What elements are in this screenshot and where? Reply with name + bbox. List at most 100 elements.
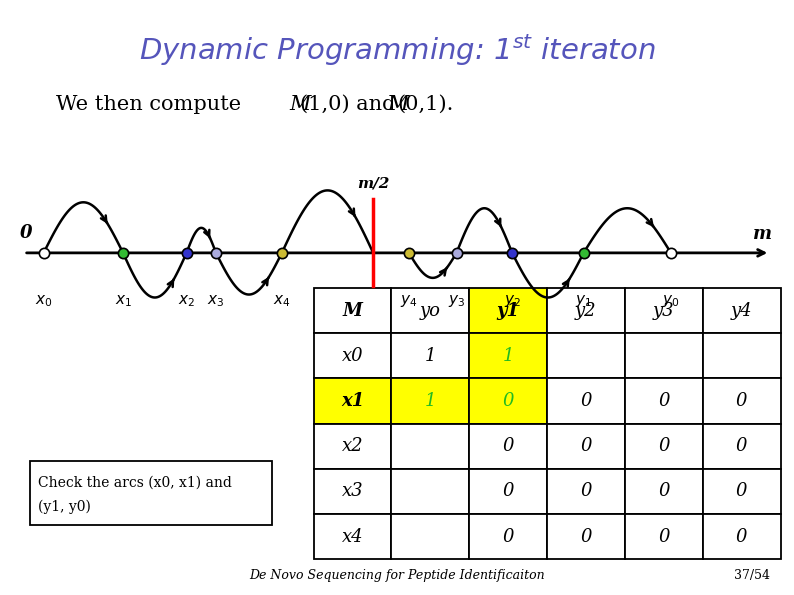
Bar (30, 461, 272, 525)
Point (506, 248, 518, 258)
Text: 0: 0 (658, 483, 669, 500)
Bar (625, 514, 703, 559)
Bar (469, 514, 547, 559)
Bar (314, 288, 391, 333)
Text: 0: 0 (736, 483, 747, 500)
Text: $x_1$: $x_1$ (114, 293, 132, 309)
Text: y3: y3 (653, 302, 675, 320)
Bar (547, 333, 625, 378)
Text: 0: 0 (503, 528, 514, 546)
Text: 0: 0 (658, 528, 669, 546)
Point (37, 248, 50, 258)
Text: 0: 0 (658, 437, 669, 455)
Bar (469, 469, 547, 514)
Text: We then compute: We then compute (56, 95, 247, 114)
Text: 0: 0 (736, 392, 747, 410)
Text: De Novo Sequencing for Peptide Identificaiton: De Novo Sequencing for Peptide Identific… (249, 569, 545, 582)
Text: Check the arcs (x0, x1) and: Check the arcs (x0, x1) and (38, 476, 232, 490)
Text: 0: 0 (580, 528, 592, 546)
Text: Dynamic Programming: 1$^{\mathregular{st}}$ iteraton: Dynamic Programming: 1$^{\mathregular{st… (139, 33, 655, 68)
Text: M: M (290, 95, 311, 114)
Text: (1,0) and: (1,0) and (300, 95, 402, 114)
Bar (703, 378, 781, 424)
Text: 1: 1 (503, 347, 514, 365)
Point (180, 248, 193, 258)
Bar (391, 288, 469, 333)
Bar (703, 288, 781, 333)
Point (450, 248, 463, 258)
Bar (391, 514, 469, 559)
Bar (703, 469, 781, 514)
Bar (314, 469, 391, 514)
Bar (391, 469, 469, 514)
Bar (625, 288, 703, 333)
Bar (469, 333, 547, 378)
Text: 0: 0 (580, 483, 592, 500)
Text: $y_3$: $y_3$ (448, 293, 465, 309)
Text: (0,1).: (0,1). (398, 95, 454, 114)
Text: $y_4$: $y_4$ (400, 293, 418, 309)
Text: 0: 0 (736, 528, 747, 546)
Bar (391, 333, 469, 378)
Bar (625, 424, 703, 469)
Text: (y1, y0): (y1, y0) (38, 500, 91, 514)
Bar (314, 514, 391, 559)
Text: m: m (753, 226, 772, 243)
Bar (625, 333, 703, 378)
Text: $x_3$: $x_3$ (207, 293, 225, 309)
Text: x0: x0 (341, 347, 364, 365)
Text: 1: 1 (425, 347, 436, 365)
Text: $x_4$: $x_4$ (273, 293, 291, 309)
Text: yo: yo (420, 302, 441, 320)
Bar (391, 424, 469, 469)
Bar (625, 378, 703, 424)
Text: $x_0$: $x_0$ (35, 293, 52, 309)
Point (117, 248, 129, 258)
Bar (314, 378, 391, 424)
Text: 0: 0 (503, 483, 514, 500)
Bar (703, 333, 781, 378)
Text: 0: 0 (503, 392, 514, 410)
Bar (547, 514, 625, 559)
Bar (469, 378, 547, 424)
Bar (547, 378, 625, 424)
Bar (625, 469, 703, 514)
Point (577, 248, 590, 258)
Text: $y_0$: $y_0$ (662, 293, 680, 309)
Text: 37/54: 37/54 (734, 569, 770, 582)
Bar (469, 288, 547, 333)
Bar (314, 424, 391, 469)
Point (276, 248, 288, 258)
Text: x2: x2 (341, 437, 364, 455)
Text: M: M (387, 95, 409, 114)
Text: x1: x1 (341, 392, 364, 410)
Text: 0: 0 (580, 437, 592, 455)
Bar (391, 378, 469, 424)
Bar (703, 514, 781, 559)
Text: 1: 1 (425, 392, 436, 410)
Bar (469, 424, 547, 469)
Text: $x_2$: $x_2$ (178, 293, 195, 309)
Text: M: M (342, 302, 363, 320)
Text: x3: x3 (341, 483, 364, 500)
Bar (547, 469, 625, 514)
Point (210, 248, 222, 258)
Text: y4: y4 (730, 302, 753, 320)
Text: y2: y2 (575, 302, 597, 320)
Bar (314, 333, 391, 378)
Bar (547, 424, 625, 469)
Text: m/2: m/2 (357, 176, 389, 190)
Bar (703, 424, 781, 469)
Text: $y_1$: $y_1$ (575, 293, 592, 309)
Text: $y_2$: $y_2$ (503, 293, 521, 309)
Text: 0: 0 (20, 224, 33, 242)
Text: 0: 0 (580, 392, 592, 410)
Point (403, 248, 415, 258)
Text: y1: y1 (497, 302, 519, 320)
Text: 0: 0 (658, 392, 669, 410)
Bar (547, 288, 625, 333)
Point (665, 248, 677, 258)
Text: 0: 0 (503, 437, 514, 455)
Text: x4: x4 (341, 528, 364, 546)
Text: 0: 0 (736, 437, 747, 455)
